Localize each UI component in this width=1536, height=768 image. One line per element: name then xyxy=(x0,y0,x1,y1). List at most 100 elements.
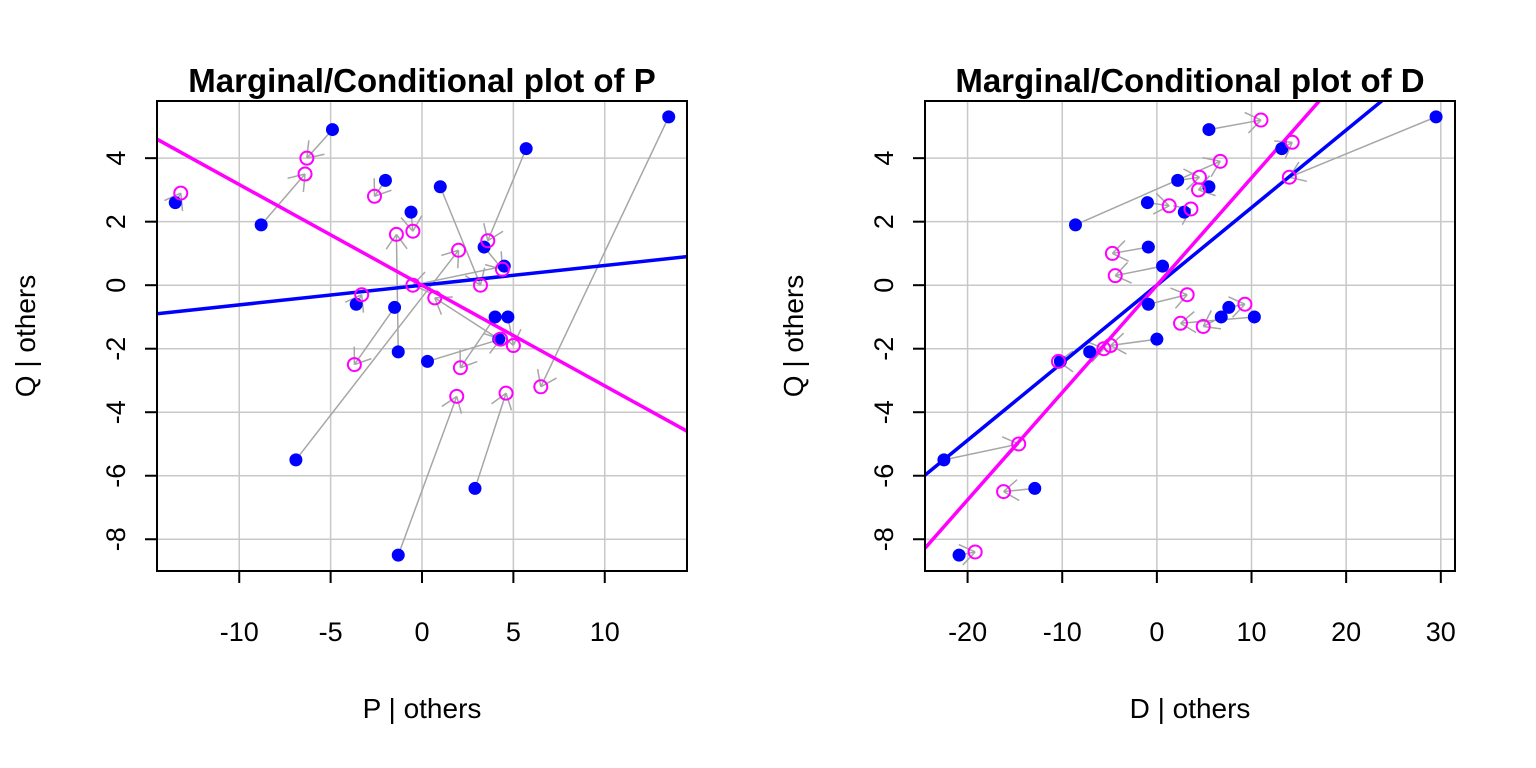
marginal-point xyxy=(378,173,392,187)
marginal-point xyxy=(391,345,405,359)
conditional-point xyxy=(1179,287,1195,303)
marginal-point xyxy=(1214,310,1228,324)
marginal-point xyxy=(391,548,405,562)
conditional-point xyxy=(493,331,509,347)
marginal-point xyxy=(433,180,447,194)
x-tick-label: -5 xyxy=(319,617,343,647)
marginal-point xyxy=(1247,310,1261,324)
points xyxy=(937,110,1443,562)
conditional-point xyxy=(173,185,189,201)
conditional-point xyxy=(449,388,465,404)
y-tick-label: -2 xyxy=(869,337,899,361)
conditional-point xyxy=(1104,245,1120,261)
conditional-point xyxy=(533,379,549,395)
conditional-point xyxy=(967,544,983,560)
y-tick-label: -4 xyxy=(869,400,899,424)
marginal-point xyxy=(1202,123,1216,137)
conditional-point xyxy=(1107,268,1123,284)
grid xyxy=(925,101,1455,571)
marginal-point xyxy=(1083,345,1097,359)
shift-arrow xyxy=(1288,116,1437,183)
arrows xyxy=(164,116,670,556)
conditional-point xyxy=(505,338,521,354)
y-axis: -8 -6 -4 -2 0 2 4 xyxy=(101,151,157,551)
y-tick-label: 4 xyxy=(869,151,899,166)
marginal-point xyxy=(1150,332,1164,346)
x-axis-label: P | others xyxy=(363,693,482,724)
regression-lines xyxy=(157,137,687,433)
conditional-point xyxy=(1191,182,1207,198)
conditional-point xyxy=(299,150,315,166)
x-tick-label: 10 xyxy=(1236,617,1266,647)
y-axis-label: Q | others xyxy=(10,275,41,397)
marginal-point xyxy=(937,453,951,467)
marginal-point xyxy=(325,123,339,137)
conditional-point xyxy=(1050,353,1066,369)
x-tick-label: 20 xyxy=(1331,617,1361,647)
marginal-point xyxy=(952,548,966,562)
conditional-point xyxy=(1096,341,1112,357)
conditional-regression-line xyxy=(157,137,687,433)
conditional-point xyxy=(472,277,488,293)
shift-arrow xyxy=(1114,262,1163,284)
panel-p: Marginal/Conditional plot of P -10 -5 0 5 10… xyxy=(10,62,688,724)
conditional-point xyxy=(452,360,468,376)
grid xyxy=(157,101,687,571)
marginal-point xyxy=(404,205,418,219)
shift-arrow xyxy=(385,233,408,352)
chart-title: Marginal/Conditional plot of P xyxy=(188,62,655,99)
marginal-point xyxy=(501,310,515,324)
marginal-point xyxy=(420,354,434,368)
shift-arrow xyxy=(295,249,460,461)
conditional-point xyxy=(366,188,382,204)
x-tick-label: -10 xyxy=(1043,617,1082,647)
y-tick-label: 2 xyxy=(101,214,131,229)
conditional-point xyxy=(1183,201,1199,217)
conditional-point xyxy=(494,261,510,277)
x-tick-label: -20 xyxy=(948,617,987,647)
x-axis: -20 -10 0 10 20 30 xyxy=(948,571,1456,647)
conditional-point xyxy=(1253,112,1269,128)
conditional-point xyxy=(480,233,496,249)
y-tick-label: -6 xyxy=(869,464,899,488)
x-axis-label: D | others xyxy=(1130,693,1251,724)
shift-arrow xyxy=(1208,111,1262,134)
conditional-point xyxy=(1011,436,1027,452)
conditional-point xyxy=(346,357,362,373)
conditional-point xyxy=(427,290,443,306)
shift-arrow xyxy=(1109,332,1157,355)
y-tick-label: -8 xyxy=(101,527,131,551)
marginal-point xyxy=(519,142,533,156)
y-tick-label: -8 xyxy=(869,527,899,551)
y-axis: -8 -6 -4 -2 0 2 4 xyxy=(869,151,925,551)
conditional-point xyxy=(1281,169,1297,185)
conditional-point xyxy=(388,226,404,242)
arrows xyxy=(943,111,1437,566)
conditional-point xyxy=(1173,315,1189,331)
shift-arrow xyxy=(353,306,396,366)
marginal-point xyxy=(1171,173,1185,187)
shift-arrow xyxy=(474,392,513,489)
marginal-point xyxy=(388,300,402,314)
marginal-point xyxy=(289,453,303,467)
y-tick-label: 4 xyxy=(101,151,131,166)
conditional-point xyxy=(405,277,421,293)
x-tick-label: -10 xyxy=(220,617,259,647)
marginal-point xyxy=(662,110,676,124)
marginal-point xyxy=(1156,259,1170,273)
y-tick-label: -2 xyxy=(101,337,131,361)
conditional-point xyxy=(451,242,467,258)
marginal-regression-line xyxy=(925,101,1385,477)
marginal-point xyxy=(488,310,502,324)
conditional-point xyxy=(405,223,421,239)
marginal-point xyxy=(1275,142,1289,156)
shift-arrow xyxy=(427,332,502,363)
x-tick-label: 10 xyxy=(590,617,620,647)
conditional-point xyxy=(1195,318,1211,334)
marginal-point xyxy=(1429,110,1443,124)
y-tick-label: -6 xyxy=(101,464,131,488)
conditional-point xyxy=(354,287,370,303)
plot-frame xyxy=(924,100,1456,572)
x-tick-label: 5 xyxy=(506,617,521,647)
